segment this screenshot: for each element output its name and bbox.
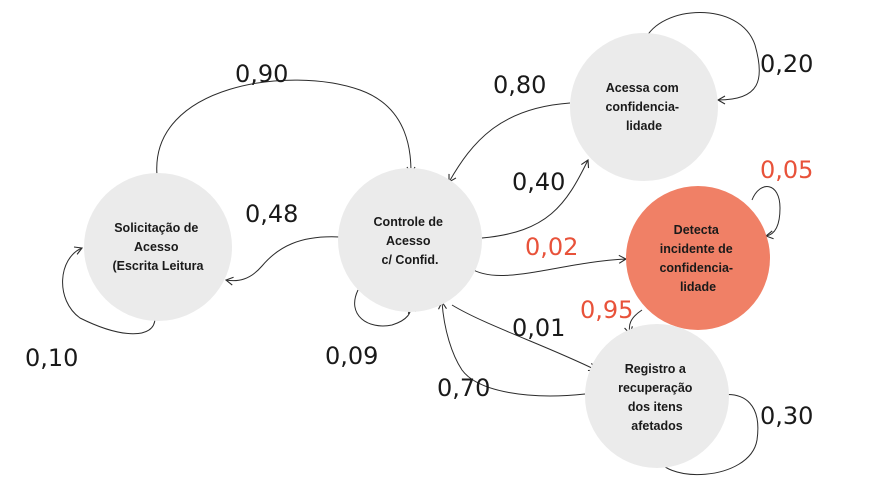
label-ctrl-to-registro: 0,01 <box>512 314 565 342</box>
node-acessa: Acessa com confidencia- lidade <box>570 33 718 181</box>
edge-detecta-self <box>751 186 781 240</box>
svg-text:Acessa com confidencia-: Acessa com confidencia- lidade <box>605 81 682 133</box>
edge-controle-self <box>354 289 417 327</box>
label-ctrl-to-detecta: 0,02 <box>525 233 578 261</box>
label-detecta-self: 0,05 <box>760 156 813 184</box>
node-registro: Registro a recuperação dos itens afetado… <box>585 324 729 468</box>
edge-controle-to-solicitacao <box>224 236 341 286</box>
label-acessa-to-ctrl: 0,80 <box>493 71 546 99</box>
label-ctrl-to-sol: 0,48 <box>245 200 298 228</box>
edge-controle-to-detecta <box>469 254 628 276</box>
edge-registro-to-controle <box>438 300 586 397</box>
svg-text:Controle de Acesso: Controle de Acesso c/ Confid. <box>374 215 447 267</box>
edge-solicitacao-self <box>62 246 156 335</box>
edge-acessa-self <box>644 12 760 105</box>
node-solicitacao: Solicitação de Acesso (Escrita Leitura <box>84 173 232 321</box>
edge-controle-to-registro <box>451 304 597 372</box>
label-detecta-to-registro: 0,95 <box>580 296 633 324</box>
node-detecta: Detecta incidente de confidencia- lidade <box>626 186 770 330</box>
label-ctrl-self: 0,09 <box>325 342 378 370</box>
edge-controle-to-acessa <box>481 159 590 239</box>
svg-text:Registro a recuperação: Registro a recuperação dos itens afetado… <box>618 362 696 433</box>
node-controle: Controle de Acesso c/ Confid. <box>338 168 482 312</box>
svg-text:Solicitação de Acesso: Solicitação de Acesso (Escrita Leitura <box>112 221 204 273</box>
label-acessa-self: 0,20 <box>760 50 813 78</box>
edge-registro-self <box>654 389 759 476</box>
edge-solicitacao-to-controle <box>156 79 416 176</box>
edge-acessa-to-controle <box>448 102 571 183</box>
label-registro-to-ctrl: 0,70 <box>437 374 490 402</box>
label-sol-self: 0,10 <box>25 344 78 372</box>
label-sol-to-ctrl: 0,90 <box>235 60 288 88</box>
svg-text:Detecta incidente de: Detecta incidente de confidencia- lidade <box>659 223 736 294</box>
label-registro-self: 0,30 <box>760 402 813 430</box>
label-ctrl-to-acessa: 0,40 <box>512 168 565 196</box>
